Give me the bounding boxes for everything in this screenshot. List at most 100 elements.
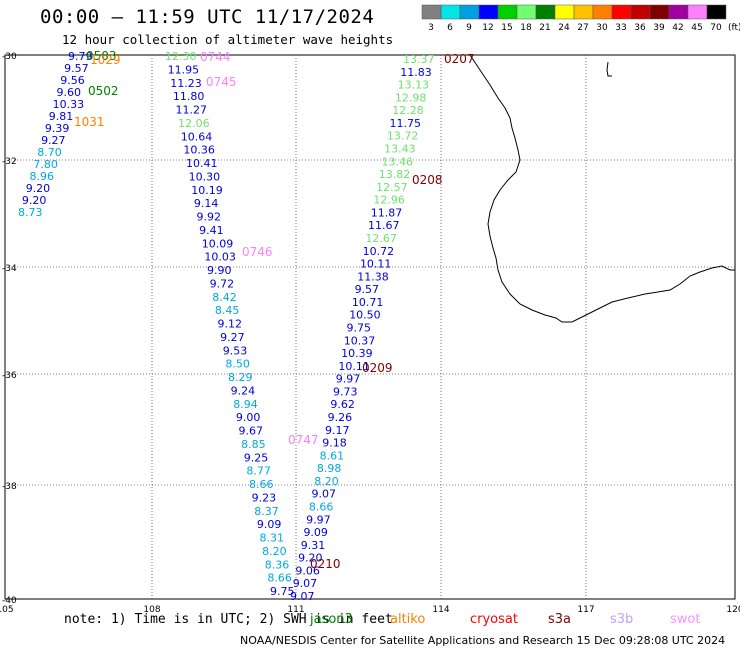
island-outline <box>606 61 612 77</box>
wave-height-label: 13.13 <box>398 79 430 92</box>
lat-label: -40 <box>2 596 17 606</box>
wave-height-label: 10.71 <box>352 296 384 309</box>
wave-height-label: 12.98 <box>395 91 427 104</box>
wave-height-label: 9.39 <box>45 122 70 135</box>
track-time-label: 0208 <box>412 173 443 187</box>
wave-height-label: 9.60 <box>56 86 81 99</box>
wave-height-label: 9.97 <box>306 513 331 526</box>
wave-height-label: 7.80 <box>33 158 58 171</box>
lon-label: 117 <box>577 605 594 615</box>
track-time-label: 0502 <box>88 84 119 98</box>
australia-coastline <box>469 54 735 323</box>
track-time-label: 0744 <box>200 50 231 64</box>
wave-height-label: 11.87 <box>371 206 403 219</box>
lat-label: -36 <box>2 371 17 381</box>
lat-label: -34 <box>2 264 17 274</box>
legend-swatch <box>478 4 499 20</box>
wave-height-label: 11.38 <box>357 270 389 283</box>
wave-height-label: 9.75 <box>270 585 295 598</box>
wave-height-label: 13.37 <box>403 53 435 66</box>
satellite-s3b: s3b <box>610 612 634 627</box>
wave-height-label: 9.72 <box>210 277 235 290</box>
wave-height-label: 9.20 <box>26 182 50 195</box>
wave-height-label: 9.56 <box>60 74 85 87</box>
track-time-label: 0745 <box>206 75 237 89</box>
wave-height-label: 9.23 <box>252 491 277 504</box>
wave-height-label: 10.39 <box>341 347 373 360</box>
wave-height-label: 13.46 <box>381 155 413 168</box>
lon-label: 114 <box>432 605 449 615</box>
legend-swatch <box>706 4 727 20</box>
legend-swatch <box>687 4 708 20</box>
legend-swatch <box>421 4 442 20</box>
wave-height-label: 8.31 <box>260 532 285 545</box>
wave-height-label: 9.27 <box>41 134 65 147</box>
lon-label: 108 <box>143 605 160 615</box>
wave-height-label: 10.72 <box>363 245 395 258</box>
track-time-label: 1029 <box>90 53 121 67</box>
footer-note: note: 1) Time is in UTC; 2) SWH is in fe… <box>64 612 393 627</box>
wave-height-label: 8.50 <box>225 358 250 371</box>
wave-height-label: 9.20 <box>22 194 47 207</box>
legend-swatch <box>611 4 632 20</box>
legend-swatch <box>497 4 518 20</box>
wave-height-label: 9.27 <box>220 331 245 344</box>
legend-label: 36 <box>634 23 646 33</box>
wave-height-label: 12.30 <box>165 50 197 63</box>
legend-swatch <box>573 4 594 20</box>
legend-swatch <box>516 4 537 20</box>
legend-label: 3 <box>428 23 434 33</box>
altimeter-tracks: 9.799.579.569.6010.339.819.399.278.707.8… <box>18 49 475 603</box>
satellite-s3a: s3a <box>548 612 572 627</box>
page-subtitle: 12 hour collection of altimeter wave hei… <box>62 32 394 47</box>
wave-height-label: 10.64 <box>181 130 213 143</box>
wave-height-label: 8.66 <box>249 478 274 491</box>
wave-height-label: 10.11 <box>338 360 370 373</box>
legend-swatch <box>668 4 689 20</box>
wave-height-label: 9.12 <box>218 318 243 331</box>
wave-height-label: 11.23 <box>170 77 202 90</box>
lat-label: -38 <box>2 482 17 492</box>
wave-height-label: 9.20 <box>298 552 323 565</box>
wave-height-label: 8.61 <box>320 449 345 462</box>
wave-height-label: 9.81 <box>49 110 73 123</box>
wave-height-label: 10.19 <box>191 184 223 197</box>
satellite-jason3: jason3 <box>310 612 353 627</box>
wave-height-label: 9.67 <box>239 425 264 438</box>
wave-height-label: 9.57 <box>355 283 380 296</box>
wave-height-label: 9.00 <box>236 411 261 424</box>
legend-label: 70 <box>710 23 722 33</box>
lon-label: 111 <box>287 605 304 615</box>
wave-height-label: 8.98 <box>317 462 342 475</box>
wave-height-label: 9.73 <box>333 385 358 398</box>
track-time-label: 0209 <box>362 361 393 375</box>
wave-height-label: 8.70 <box>37 146 62 159</box>
wave-height-label: 10.36 <box>183 144 215 157</box>
wave-height-label: 9.97 <box>336 373 361 386</box>
wave-height-label: 8.94 <box>233 398 258 411</box>
wave-height-label: 9.25 <box>244 451 269 464</box>
wave-height-label: 11.83 <box>400 66 432 79</box>
legend-label: 45 <box>691 23 702 33</box>
wave-height-label: 12.96 <box>373 194 405 207</box>
wave-height-label: 10.30 <box>189 170 221 183</box>
wave-height-label: 10.09 <box>202 237 234 250</box>
lat-label: -30 <box>2 52 17 62</box>
wave-height-label: 8.29 <box>228 371 253 384</box>
track-time-label: 0210 <box>310 557 341 571</box>
wave-height-label: 8.20 <box>262 545 287 558</box>
legend-swatch <box>630 4 651 20</box>
wave-height-label: 9.24 <box>231 384 256 397</box>
legend-label: 30 <box>596 23 608 33</box>
legend-label: 12 <box>482 23 493 33</box>
satellite-cryosat: cryosat <box>470 612 518 627</box>
track-time-label: 0746 <box>242 245 273 259</box>
lat-label: -32 <box>2 157 17 167</box>
track-time-label: 0503 <box>86 49 117 63</box>
wave-height-label: 9.53 <box>223 344 248 357</box>
legend-swatch <box>649 4 670 20</box>
legend-label: 27 <box>577 23 588 33</box>
lat-lon-grid: -30 -32 -34 -36 -38 -40105 108 111 114 117 120 <box>0 52 740 615</box>
map-frame <box>4 54 736 600</box>
wave-height-label: 9.06 <box>295 564 320 577</box>
